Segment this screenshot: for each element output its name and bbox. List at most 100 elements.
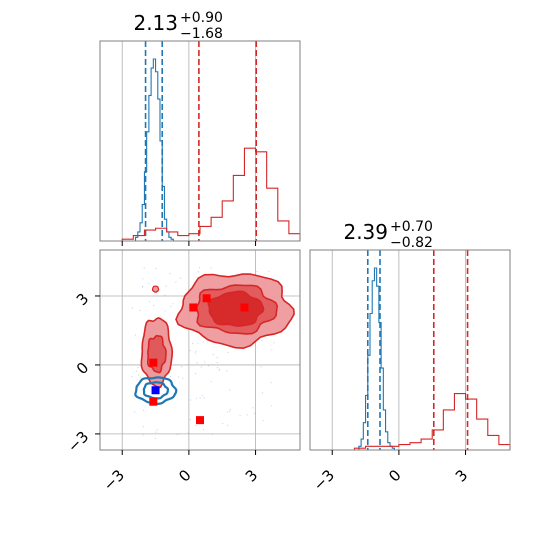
sample-dot xyxy=(131,375,133,378)
sample-dot xyxy=(270,381,272,384)
red-contour-level-3 xyxy=(207,290,265,327)
red-square-marker xyxy=(240,303,249,312)
red-square-marker xyxy=(189,303,198,312)
sample-dot xyxy=(200,366,202,368)
sample-dot xyxy=(169,273,171,275)
sample-dot xyxy=(210,380,212,383)
blue-contour-level-1 xyxy=(134,376,178,406)
sample-dot xyxy=(131,307,133,309)
sample-dot xyxy=(198,267,201,269)
bottom-right-histogram-panel: −3 0 3 2.39 +0.70−0.82 xyxy=(309,219,511,494)
blue-square-marker xyxy=(151,386,160,395)
sample-dot xyxy=(189,419,191,421)
sample-dot xyxy=(142,426,144,428)
sample-dot xyxy=(270,405,272,407)
sample-dot xyxy=(229,389,231,391)
sample-dot xyxy=(202,341,204,343)
sample-dot xyxy=(142,409,145,411)
sample-dot xyxy=(222,423,224,425)
sample-dot xyxy=(260,366,262,368)
sample-dot xyxy=(229,408,231,411)
sample-dot xyxy=(138,374,140,376)
contour-panel: −3 0 3 −3 0 3 xyxy=(64,249,301,494)
contour-plot-area xyxy=(100,250,300,450)
panel-frame xyxy=(99,249,301,451)
x-tick-label: −3 xyxy=(100,466,128,494)
sample-dot xyxy=(218,368,221,370)
sample-dot xyxy=(201,394,203,396)
panel-title: 2.39 xyxy=(343,220,388,244)
sample-dot xyxy=(135,370,137,373)
title-upper-error: +0.90 xyxy=(180,10,223,26)
sample-dot xyxy=(134,411,136,413)
sample-dot xyxy=(273,342,275,344)
sample-dot xyxy=(203,397,205,399)
sample-dot xyxy=(262,419,264,422)
sample-dot xyxy=(211,433,214,435)
sample-dot xyxy=(210,267,212,269)
sample-dot xyxy=(212,353,214,356)
sample-dot xyxy=(195,424,197,427)
sample-dot xyxy=(180,277,182,279)
blue-histogram-series xyxy=(358,267,395,450)
sample-dot xyxy=(207,365,210,367)
sample-dot xyxy=(139,310,141,312)
sample-dot xyxy=(156,429,158,431)
sample-dot xyxy=(218,369,220,371)
sample-dot xyxy=(164,310,166,312)
y-tick-label: 0 xyxy=(73,359,92,378)
sample-dot xyxy=(195,397,198,400)
sample-dot xyxy=(182,377,184,379)
sample-dot xyxy=(142,278,144,280)
title-lower-error: −1.68 xyxy=(180,26,223,42)
sample-dot xyxy=(170,305,172,307)
sample-dot xyxy=(261,392,264,394)
sample-dot xyxy=(178,433,181,435)
sample-dot xyxy=(195,350,197,352)
x-tick-label: 0 xyxy=(385,466,404,485)
red-square-marker xyxy=(149,358,158,367)
title-lower-error: −0.82 xyxy=(390,235,433,251)
x-tick-label: 0 xyxy=(175,466,194,485)
y-tick-label: 3 xyxy=(73,290,92,309)
sample-dot xyxy=(194,352,196,354)
sample-dot xyxy=(239,415,241,417)
sample-dot xyxy=(175,281,177,283)
sample-dot xyxy=(148,301,151,303)
sample-dot xyxy=(155,267,157,270)
sample-dot xyxy=(246,414,248,416)
sample-dot xyxy=(187,432,189,434)
red-square-marker xyxy=(202,294,211,303)
sample-dot xyxy=(154,437,156,439)
sample-dot xyxy=(216,357,218,359)
sample-dot xyxy=(143,267,145,269)
panel-frame xyxy=(309,249,511,451)
sample-dot xyxy=(271,349,273,351)
red-square-marker xyxy=(196,416,204,425)
blue-histogram-series xyxy=(135,58,174,241)
red-histogram-series xyxy=(121,147,301,241)
sample-dot xyxy=(176,434,178,436)
sample-dot xyxy=(256,270,258,273)
sample-dot xyxy=(268,270,270,272)
sample-dot xyxy=(164,294,166,296)
sample-dot xyxy=(204,361,206,363)
red-square-marker xyxy=(149,397,158,406)
sample-dot xyxy=(165,285,167,287)
sample-dot xyxy=(137,366,139,369)
sample-dot xyxy=(153,304,155,306)
x-tick-label: 3 xyxy=(452,466,471,485)
sample-dot xyxy=(216,367,219,369)
red-contour-speck xyxy=(151,285,160,293)
panel-title: 2.13 xyxy=(133,11,178,35)
top-left-histogram-panel: 2.13 +0.90−1.68 xyxy=(99,10,301,246)
sample-dot xyxy=(155,431,157,433)
sample-dot xyxy=(254,412,256,415)
sample-dot xyxy=(191,343,194,345)
sample-dot xyxy=(189,349,191,352)
sample-dot xyxy=(199,397,201,399)
sample-dot xyxy=(216,361,218,364)
sample-dot xyxy=(139,376,142,378)
red-histogram-series xyxy=(332,393,511,451)
